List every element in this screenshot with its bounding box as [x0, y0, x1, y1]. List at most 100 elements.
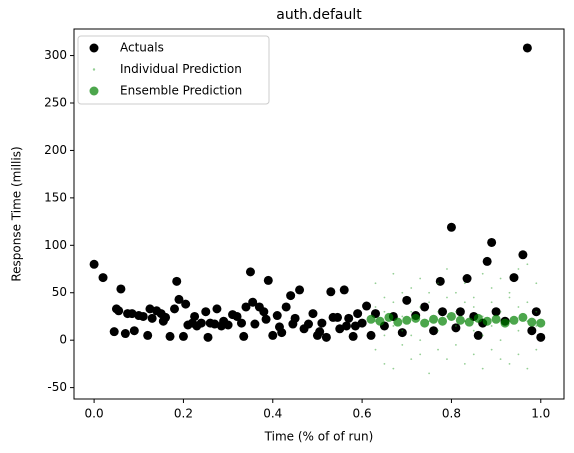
point — [281, 302, 291, 312]
y-tick-label: 0 — [59, 333, 67, 347]
point — [410, 334, 413, 337]
x-tick-label: 0.6 — [353, 407, 372, 421]
point — [535, 282, 538, 285]
point — [455, 291, 457, 294]
point — [109, 327, 119, 337]
point — [317, 318, 327, 328]
point — [120, 329, 130, 339]
point — [464, 317, 474, 327]
legend-marker — [89, 43, 99, 53]
point — [263, 275, 273, 285]
y-tick-label: 100 — [44, 238, 67, 252]
point — [419, 277, 422, 280]
point — [437, 348, 439, 351]
point — [401, 291, 404, 294]
point — [392, 325, 395, 327]
point — [499, 339, 502, 342]
point — [437, 329, 439, 332]
point — [536, 318, 546, 328]
y-tick-label: 150 — [44, 190, 67, 204]
point — [402, 315, 412, 325]
point — [286, 291, 296, 301]
chart-title: auth.default — [276, 7, 362, 23]
point — [397, 328, 407, 338]
point — [143, 330, 153, 340]
point — [463, 301, 466, 304]
y-tick-label: 250 — [44, 96, 67, 110]
point — [196, 318, 206, 328]
point — [482, 316, 492, 326]
point — [517, 268, 520, 270]
series — [366, 311, 546, 328]
point — [178, 331, 188, 341]
point — [428, 372, 431, 375]
point — [517, 306, 520, 308]
point — [165, 331, 175, 341]
point — [212, 304, 222, 314]
point — [348, 331, 358, 341]
point — [455, 325, 457, 327]
point — [259, 307, 269, 317]
point — [526, 263, 529, 266]
point — [392, 272, 395, 275]
plot-frame — [73, 28, 565, 400]
point — [463, 362, 466, 365]
point — [455, 307, 465, 317]
point — [172, 276, 182, 286]
point — [446, 311, 456, 321]
point — [527, 326, 537, 336]
point — [410, 287, 413, 289]
point — [472, 296, 475, 299]
point — [223, 320, 233, 330]
point — [437, 310, 439, 313]
legend-label: Actuals — [120, 41, 164, 55]
point — [401, 344, 404, 346]
point — [333, 312, 343, 322]
point — [410, 358, 413, 361]
point — [481, 272, 484, 275]
point — [435, 276, 445, 286]
point — [491, 307, 501, 317]
point — [473, 330, 483, 340]
x-tick-label: 0.8 — [442, 407, 461, 421]
point — [170, 304, 180, 314]
point — [472, 329, 475, 332]
point — [393, 317, 403, 327]
x-tick-label: 0.4 — [263, 407, 282, 421]
point — [268, 330, 278, 340]
x-tick-label: 0.2 — [174, 407, 193, 421]
legend-marker — [92, 68, 96, 71]
point — [472, 306, 475, 308]
series — [89, 43, 546, 342]
legend-box — [77, 35, 270, 105]
point — [517, 353, 520, 356]
point — [499, 310, 502, 313]
point — [518, 312, 528, 322]
point — [362, 301, 372, 311]
point — [438, 316, 448, 326]
point — [451, 323, 461, 333]
point — [98, 273, 108, 283]
point — [344, 313, 354, 323]
point — [500, 318, 510, 328]
point — [341, 321, 351, 331]
point — [401, 329, 404, 332]
point — [272, 311, 282, 321]
point — [383, 362, 386, 365]
point — [446, 358, 448, 361]
point — [522, 43, 532, 53]
point — [232, 311, 242, 321]
point — [429, 314, 439, 324]
point — [472, 353, 475, 356]
point — [517, 329, 520, 332]
point — [248, 297, 258, 307]
point — [509, 315, 519, 325]
point — [239, 331, 249, 341]
point — [499, 358, 502, 361]
y-tick-label: 300 — [44, 48, 67, 62]
point — [384, 312, 394, 322]
point — [428, 301, 431, 304]
point — [366, 330, 376, 340]
point — [374, 282, 377, 285]
